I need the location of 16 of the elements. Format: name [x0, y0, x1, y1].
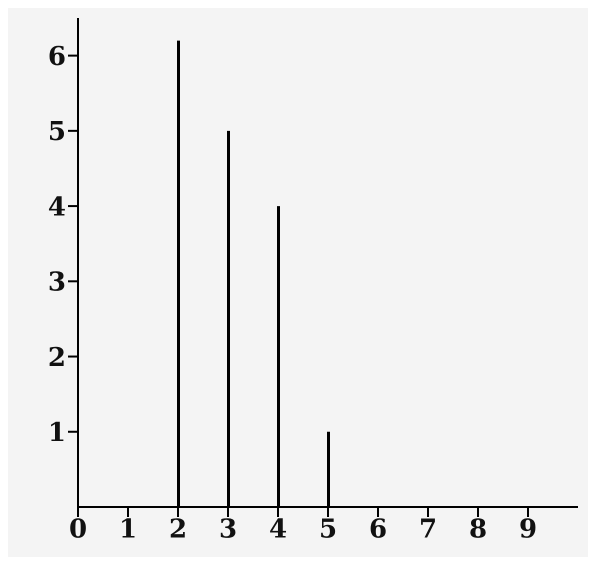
y-tick-label: 4: [48, 192, 66, 222]
x-tick-label: 4: [268, 514, 288, 544]
y-tick-label: 6: [48, 42, 66, 72]
x-tick-label: 8: [468, 514, 488, 544]
x-tick-label: 6: [368, 514, 388, 544]
x-tick-label: 2: [168, 514, 188, 544]
x-tick-label: 0: [68, 514, 88, 544]
y-tick-label: 5: [48, 117, 66, 148]
x-tick-label: 7: [418, 514, 438, 544]
y-tick-label: 2: [48, 342, 66, 373]
x-tick-label: 1: [118, 514, 138, 544]
y-tick-label: 3: [48, 268, 66, 298]
x-tick-label: 3: [218, 514, 238, 544]
x-tick-label: 5: [318, 514, 338, 544]
x-tick-label: 9: [518, 514, 538, 544]
y-tick-label: 1: [48, 418, 66, 448]
